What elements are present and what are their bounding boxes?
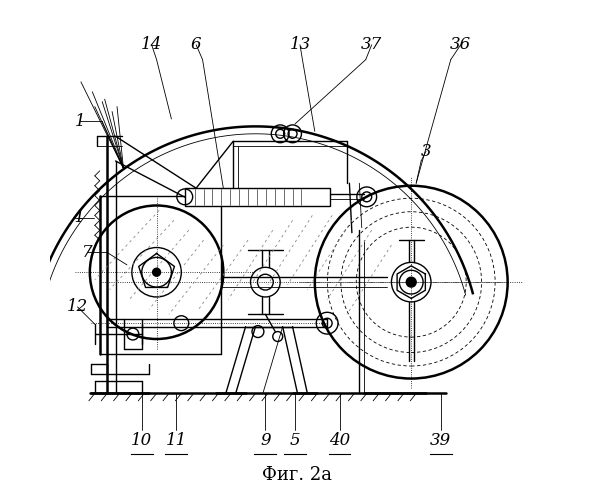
Circle shape xyxy=(153,268,161,276)
Text: 37: 37 xyxy=(361,36,383,54)
Text: 3: 3 xyxy=(421,142,431,160)
Text: 4: 4 xyxy=(72,210,83,226)
FancyBboxPatch shape xyxy=(185,188,330,206)
Text: 14: 14 xyxy=(141,36,162,54)
Text: 5: 5 xyxy=(290,432,300,449)
Text: 12: 12 xyxy=(67,298,88,316)
Text: 10: 10 xyxy=(131,432,152,449)
Text: Фиг. 2а: Фиг. 2а xyxy=(262,466,333,484)
Text: 9: 9 xyxy=(260,432,271,449)
Text: 7: 7 xyxy=(82,244,93,261)
Text: 36: 36 xyxy=(450,36,471,54)
Text: 13: 13 xyxy=(289,36,311,54)
Text: 11: 11 xyxy=(166,432,187,449)
Circle shape xyxy=(406,277,416,287)
Text: 40: 40 xyxy=(329,432,350,449)
Text: 39: 39 xyxy=(430,432,452,449)
Text: 6: 6 xyxy=(191,36,202,54)
Text: 1: 1 xyxy=(74,113,85,130)
